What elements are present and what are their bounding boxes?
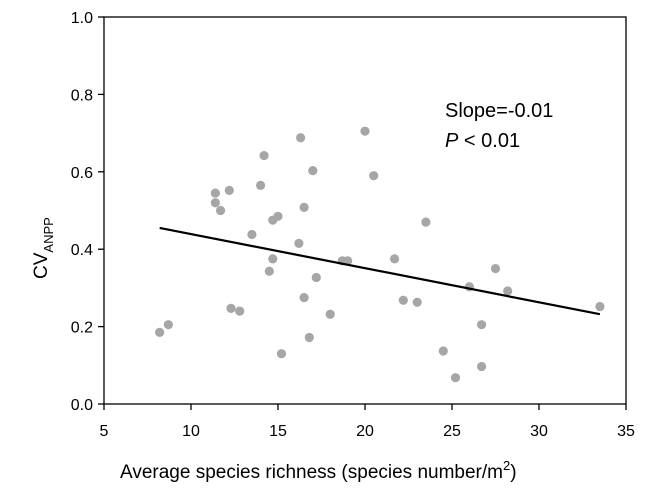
data-point [369,171,379,181]
points-layer [155,126,605,383]
regression-line [159,226,601,316]
x-tick-label: 15 [269,423,287,440]
data-point [299,202,309,213]
p-symbol: P [445,130,459,152]
data-point [421,217,431,227]
plot-frame [103,16,627,405]
x-tick-label: 20 [356,423,374,440]
p-value-text: < 0.01 [458,130,520,152]
data-point [247,229,257,240]
y-tick-label: 0.4 [71,242,93,259]
plot-area [103,16,627,405]
data-point [235,306,245,316]
data-point [296,133,306,143]
data-point [155,327,165,338]
x-tick-label: 25 [443,423,461,440]
y-tick-label: 0.0 [71,397,93,414]
data-point [343,256,353,266]
data-point [215,205,226,216]
x-axis-title: Average species richness (species number… [120,458,517,483]
data-point [398,295,408,305]
data-point [308,166,318,176]
y-axis-title: CVANPP [31,217,56,279]
x-axis-title-superscript: 2 [503,458,510,473]
y-tick-label: 0.2 [71,320,93,337]
data-point [273,211,283,221]
data-point [299,292,309,303]
data-point [311,272,321,283]
p-value-annotation: P < 0.01 [445,130,520,152]
data-point [276,349,287,359]
data-point [595,301,605,312]
data-point [304,332,314,343]
y-tick-label: 0.6 [71,165,93,182]
x-axis-title-suffix: ) [510,462,516,483]
x-tick-label: 5 [100,423,109,440]
data-point [490,263,501,274]
data-point [224,185,234,195]
y-axis-title-text: CV [31,252,52,279]
data-point [268,254,278,264]
x-axis-title-text: Average species richness (species number… [120,462,503,483]
data-point [163,320,173,330]
slope-annotation: Slope=-0.01 [445,100,553,122]
y-axis-title-subscript: ANPP [41,217,56,252]
data-point [226,303,236,314]
data-point [476,361,487,372]
x-tick-label: 35 [617,423,635,440]
data-point [294,238,304,248]
data-point [210,198,220,208]
data-point [325,309,335,319]
data-point [210,188,220,198]
y-tick-label: 0.8 [71,87,93,104]
data-point [438,346,448,356]
data-point [450,373,461,383]
x-tick-label: 10 [182,423,200,440]
data-point [256,180,266,190]
y-tick-label: 1.0 [71,10,93,27]
axes-layer: 5 10 15 20 25 30 35 0.0 0.2 0.4 0.6 0.8 1.0 [71,10,635,440]
x-tick-label: 30 [530,423,548,440]
data-point [259,150,269,161]
data-point [412,297,422,307]
data-point [503,286,513,296]
data-point [476,320,487,330]
data-point [360,126,370,136]
data-point [264,266,274,276]
data-point [389,254,400,264]
